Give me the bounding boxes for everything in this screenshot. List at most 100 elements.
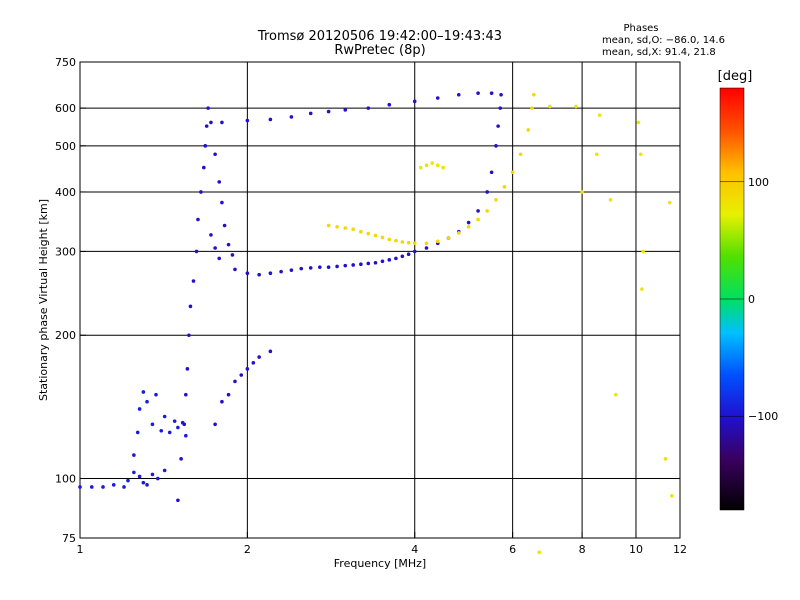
y-tick-label: 100	[55, 473, 76, 486]
data-point	[145, 399, 149, 404]
data-point	[217, 180, 222, 184]
data-point	[608, 198, 613, 202]
plot-frame	[79, 61, 681, 539]
data-point	[245, 271, 250, 276]
data-point	[394, 238, 398, 243]
data-point	[537, 550, 542, 555]
data-point	[366, 106, 371, 110]
y-tick-label: 300	[55, 245, 76, 258]
data-point	[530, 106, 534, 110]
data-point	[518, 152, 523, 157]
x-tick-label: 4	[411, 543, 418, 556]
data-point	[257, 355, 261, 359]
data-point	[239, 373, 244, 377]
data-point	[351, 227, 355, 232]
data-point	[597, 113, 602, 117]
data-point	[132, 453, 136, 457]
data-point	[496, 124, 500, 128]
data-point	[489, 170, 494, 175]
data-point	[167, 430, 172, 435]
data-point	[233, 379, 237, 384]
data-point	[308, 111, 313, 116]
data-point	[499, 92, 503, 97]
phase-box-line2: mean, sd,X: 91.4, 21.8	[602, 47, 716, 58]
data-point	[366, 261, 371, 266]
data-point	[233, 267, 237, 272]
data-point	[132, 470, 136, 475]
data-point	[137, 407, 142, 411]
data-point	[574, 104, 578, 109]
data-point	[206, 106, 210, 110]
data-point	[245, 367, 250, 371]
data-point	[326, 265, 331, 269]
data-point	[213, 422, 217, 427]
data-point	[441, 165, 445, 170]
data-point	[435, 239, 440, 244]
x-tick-label: 10	[629, 543, 643, 556]
data-point	[187, 333, 191, 338]
data-point	[220, 399, 224, 404]
data-point	[213, 246, 217, 250]
data-point	[176, 498, 180, 503]
data-point	[141, 390, 146, 394]
data-point	[185, 367, 190, 371]
data-point	[456, 231, 461, 235]
data-point	[636, 120, 641, 125]
data-point	[154, 392, 158, 397]
data-point	[226, 392, 231, 397]
x-tick-label: 2	[244, 543, 251, 556]
data-point	[489, 91, 494, 95]
data-point	[202, 165, 206, 170]
data-point	[141, 480, 146, 485]
data-point	[203, 144, 208, 148]
data-point	[172, 419, 177, 423]
data-point	[111, 483, 116, 487]
data-point	[412, 99, 417, 104]
data-point	[289, 115, 294, 119]
data-point	[670, 493, 674, 498]
data-point	[456, 92, 461, 97]
x-tick-label: 8	[579, 543, 586, 556]
data-point	[406, 240, 411, 245]
data-point	[343, 226, 348, 230]
colorbar-tick-label: 100	[748, 176, 769, 189]
data-point	[638, 152, 643, 157]
data-point	[204, 124, 209, 128]
data-point	[641, 249, 645, 254]
y-tick-label: 400	[55, 186, 76, 199]
data-point	[412, 241, 417, 246]
data-point	[257, 272, 261, 277]
data-point	[400, 240, 405, 244]
data-point	[335, 264, 339, 269]
data-point	[366, 231, 371, 236]
colorbar-label: [deg]	[718, 69, 753, 84]
data-point	[217, 256, 222, 261]
data-point	[191, 279, 196, 283]
colorbar-ticks: 100 0 −100	[720, 176, 778, 423]
data-point	[268, 271, 273, 276]
y-tick-label: 200	[55, 329, 76, 342]
data-point	[245, 118, 250, 123]
data-point	[412, 249, 417, 254]
data-point	[182, 422, 187, 427]
data-point	[485, 190, 489, 194]
data-point	[494, 144, 498, 148]
data-point	[580, 190, 584, 194]
data-point	[101, 485, 105, 489]
data-point	[155, 476, 160, 481]
data-point	[406, 252, 411, 256]
x-tick-label: 12	[673, 543, 687, 556]
data-point	[343, 263, 348, 268]
data-point	[373, 260, 378, 265]
data-point	[184, 433, 188, 438]
y-tick-label: 750	[55, 56, 76, 69]
data-point	[188, 304, 193, 309]
data-point	[640, 287, 644, 291]
data-point	[213, 152, 217, 157]
data-point	[446, 236, 451, 240]
colorbar-tick-label: −100	[748, 410, 778, 423]
data-point	[162, 468, 167, 473]
data-point	[126, 478, 130, 483]
data-point	[485, 209, 489, 213]
data-point	[196, 217, 200, 222]
